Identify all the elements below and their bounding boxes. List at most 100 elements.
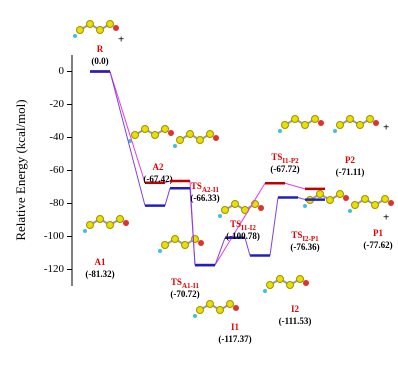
atom <box>278 129 282 133</box>
molecule <box>173 131 219 149</box>
atom <box>277 276 284 283</box>
atom <box>367 116 374 123</box>
atom <box>263 289 267 293</box>
value-label: (-66.33) <box>190 193 219 203</box>
molecule <box>128 126 174 144</box>
atom <box>177 137 184 144</box>
connector <box>298 197 305 199</box>
state-label: TSI1-I2 <box>230 219 256 232</box>
atom <box>197 137 204 144</box>
atom <box>198 240 204 246</box>
molecule <box>73 21 119 39</box>
atom <box>352 202 359 209</box>
atom <box>172 236 179 243</box>
state-label: A2 <box>153 162 164 172</box>
state-label: A1 <box>95 257 106 267</box>
atom <box>287 282 294 289</box>
plus-sign: + <box>383 212 389 224</box>
atom <box>362 196 369 203</box>
atom <box>158 249 162 253</box>
atom <box>187 131 194 138</box>
atom <box>327 197 334 204</box>
state-label: TSA1-I1 <box>171 277 200 290</box>
value-label: (0.0) <box>91 56 108 66</box>
atom <box>347 116 354 123</box>
state-label: TSI1-P2 <box>271 152 299 165</box>
atom <box>317 191 324 198</box>
atom <box>258 205 264 211</box>
atom <box>207 301 214 308</box>
atom <box>73 34 77 38</box>
y-tick-label: -120 <box>44 263 65 275</box>
state-label: I2 <box>291 304 300 314</box>
atom <box>77 27 84 34</box>
atom <box>173 144 177 148</box>
label-main: TS <box>271 152 282 162</box>
state-label: TSA2-I1 <box>191 181 220 194</box>
atom <box>132 132 139 139</box>
atom <box>117 216 124 223</box>
label-main: TS <box>291 230 302 240</box>
atom <box>373 120 379 126</box>
y-tick-label: -40 <box>49 131 64 143</box>
chart: Relative Energy (kcal/mol) 0-20-40-60-80… <box>0 0 398 368</box>
value-label: (-100.78) <box>226 231 260 241</box>
atom <box>87 21 94 28</box>
molecule <box>348 196 394 214</box>
atom <box>123 220 129 226</box>
atom <box>217 307 224 314</box>
label-main: TS <box>230 219 241 229</box>
atom <box>218 214 222 218</box>
connector <box>270 197 278 255</box>
plus-sign: + <box>383 122 389 134</box>
atom <box>83 229 87 233</box>
atom <box>152 132 159 139</box>
atom <box>312 116 319 123</box>
atom <box>292 116 299 123</box>
value-label: (-67.42) <box>143 174 172 184</box>
atom <box>337 122 344 129</box>
atom <box>232 201 239 208</box>
atom <box>337 191 344 198</box>
state-label: P2 <box>345 155 355 165</box>
atom <box>142 126 149 133</box>
molecule <box>278 116 324 134</box>
atom <box>97 27 104 34</box>
molecule <box>158 236 204 254</box>
atom <box>207 131 214 138</box>
molecule <box>83 216 129 234</box>
state-label: I1 <box>231 322 240 332</box>
y-tick-label: 0 <box>59 65 65 77</box>
value-label: (-67.72) <box>270 164 299 174</box>
atom <box>297 276 304 283</box>
atom <box>97 216 104 223</box>
label-main: TS <box>171 277 182 287</box>
value-label: (-76.36) <box>290 242 319 252</box>
atom <box>193 314 197 318</box>
atom <box>372 202 379 209</box>
atom <box>107 222 114 229</box>
state-label: P1 <box>373 228 383 238</box>
atom <box>343 195 349 201</box>
value-label: (-71.11) <box>336 167 365 177</box>
molecule <box>218 201 264 219</box>
y-tick-label: -60 <box>49 164 64 176</box>
atom <box>318 120 324 126</box>
atom <box>388 200 394 206</box>
atom <box>192 236 199 243</box>
atom <box>182 242 189 249</box>
atom <box>382 196 389 203</box>
plus-sign: + <box>118 34 124 46</box>
atom <box>267 282 274 289</box>
atom <box>113 25 119 31</box>
atom <box>227 301 234 308</box>
value-label: (-111.53) <box>279 316 312 326</box>
atom <box>213 135 219 141</box>
connector <box>165 188 170 205</box>
y-axis-label: Relative Energy (kcal/mol) <box>13 99 28 240</box>
atom <box>107 21 114 28</box>
atom <box>303 204 307 208</box>
atom <box>87 222 94 229</box>
label-main: TS <box>191 181 202 191</box>
value-label: (-117.37) <box>218 334 251 344</box>
